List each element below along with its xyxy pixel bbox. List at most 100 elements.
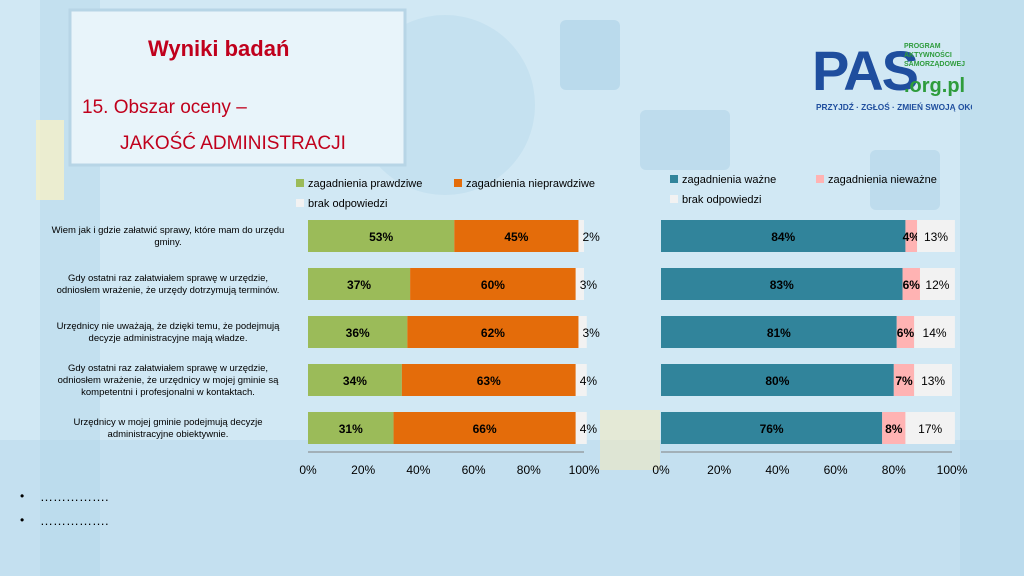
bar-segment <box>905 220 918 252</box>
bullet-text: ……………. <box>40 488 109 504</box>
category-label: Gdy ostatni raz załatwiałem sprawę w urz… <box>68 273 268 284</box>
data-label: 4% <box>580 374 598 388</box>
legend-label: zagadnienia nieważne <box>828 174 937 186</box>
legend-label: zagadnienia ważne <box>682 174 776 186</box>
bar-segment <box>454 220 579 252</box>
bar-segment <box>661 364 894 396</box>
x-tick-label: 40% <box>406 463 430 477</box>
bar-segment <box>893 364 915 396</box>
bullet-text: ……………. <box>40 512 109 528</box>
bar-segment <box>578 220 584 252</box>
logo-side-line-2: AKTYWNOŚCI <box>904 50 952 59</box>
bullet-item: •……………. <box>20 488 109 504</box>
bar-segment <box>401 364 576 396</box>
logo-tagline: PRZYJDŹ · ZGŁOŚ · ZMIEŃ SWOJĄ OKOLICĘ <box>816 101 972 112</box>
legend-swatch <box>296 199 304 207</box>
x-tick-label: 0% <box>299 463 317 477</box>
category-label: Urzędnicy w mojej gminie podejmują decyz… <box>73 417 262 428</box>
logo-main-text: PAS <box>812 39 918 102</box>
x-tick-label: 80% <box>882 463 906 477</box>
bar-segment <box>578 316 587 348</box>
slide-title: Wyniki badań <box>148 36 290 61</box>
data-label: 81% <box>767 326 791 340</box>
data-label: 83% <box>770 278 794 292</box>
category-label: decyzje administracyjne mają władze. <box>89 333 248 344</box>
logo-side-line-1: PROGRAM <box>904 43 941 50</box>
logo-side-line-3: SAMORZĄDOWEJ <box>904 61 965 68</box>
bar-segment <box>308 268 411 300</box>
bar-segment <box>917 220 955 252</box>
data-label: 14% <box>923 326 947 340</box>
bar-segment <box>882 412 906 444</box>
bar-segment <box>407 316 579 348</box>
bar-segment <box>914 364 952 396</box>
bar-segment <box>575 268 584 300</box>
data-label: 6% <box>903 278 921 292</box>
bullet-list: •……………. •……………. <box>20 484 109 532</box>
x-tick-label: 40% <box>765 463 789 477</box>
category-label: gminy. <box>154 237 181 248</box>
data-label: 2% <box>582 230 600 244</box>
data-label: 12% <box>925 278 949 292</box>
bar-segment <box>661 316 897 348</box>
x-tick-label: 100% <box>937 463 968 477</box>
data-label: 13% <box>921 374 945 388</box>
data-label: 3% <box>582 326 600 340</box>
legend-label: zagadnienia prawdziwe <box>308 178 422 190</box>
data-label: 84% <box>771 230 795 244</box>
bullet-item: •……………. <box>20 512 109 528</box>
bar-segment <box>393 412 576 444</box>
data-label: 13% <box>924 230 948 244</box>
data-label: 62% <box>481 326 505 340</box>
x-tick-label: 60% <box>824 463 848 477</box>
bar-segment <box>661 412 883 444</box>
x-tick-label: 100% <box>569 463 600 477</box>
category-label: Gdy ostatni raz załatwiałem sprawę w urz… <box>68 363 268 374</box>
category-label: odniosłem wrażenie, że urzędnicy w mojej… <box>58 375 279 386</box>
legend-label: brak odpowiedzi <box>682 194 762 206</box>
x-tick-label: 80% <box>517 463 541 477</box>
bar-segment <box>575 412 587 444</box>
bar-segment <box>914 316 955 348</box>
category-label: odniosłem wrażenie, że urzędy dotrzymują… <box>57 285 280 296</box>
category-label: Wiem jak i gdzie załatwić sprawy, które … <box>52 225 285 236</box>
pas-logo: PAS PROGRAM AKTYWNOŚCI SAMORZĄDOWEJ .org… <box>812 39 972 112</box>
data-label: 31% <box>339 422 363 436</box>
legend-swatch <box>296 179 304 187</box>
bar-segment <box>308 412 394 444</box>
data-label: 76% <box>760 422 784 436</box>
bar-segment <box>308 364 402 396</box>
data-label: 34% <box>343 374 367 388</box>
data-label: 60% <box>481 278 505 292</box>
category-label: Urzędnicy nie uważają, że dzięki temu, ż… <box>57 321 281 332</box>
data-label: 37% <box>347 278 371 292</box>
legend-swatch <box>454 179 462 187</box>
bar-segment <box>308 316 408 348</box>
data-label: 36% <box>346 326 370 340</box>
bar-segment <box>661 220 906 252</box>
section-heading-line2: JAKOŚĆ ADMINISTRACJI <box>120 133 346 154</box>
data-label: 8% <box>885 422 903 436</box>
data-label: 7% <box>895 374 913 388</box>
x-tick-label: 20% <box>707 463 731 477</box>
bar-segment <box>905 412 955 444</box>
data-label: 80% <box>765 374 789 388</box>
x-tick-label: 20% <box>351 463 375 477</box>
legend-label: brak odpowiedzi <box>308 198 388 210</box>
category-label: administracyjne obiektywnie. <box>108 429 229 440</box>
data-label: 66% <box>473 422 497 436</box>
legend-swatch <box>670 175 678 183</box>
legend-swatch <box>816 175 824 183</box>
bar-segment <box>575 364 587 396</box>
data-label: 17% <box>918 422 942 436</box>
bar-segment <box>902 268 920 300</box>
logo-domain-text: .org.pl <box>904 75 965 97</box>
x-tick-label: 60% <box>462 463 486 477</box>
bar-segment <box>896 316 915 348</box>
category-label: kompetentni i profesjonalni w kontaktach… <box>81 387 255 398</box>
bar-segment <box>308 220 455 252</box>
data-label: 53% <box>369 230 393 244</box>
section-heading-line1: 15. Obszar oceny – <box>82 97 247 118</box>
bar-segment <box>919 268 955 300</box>
